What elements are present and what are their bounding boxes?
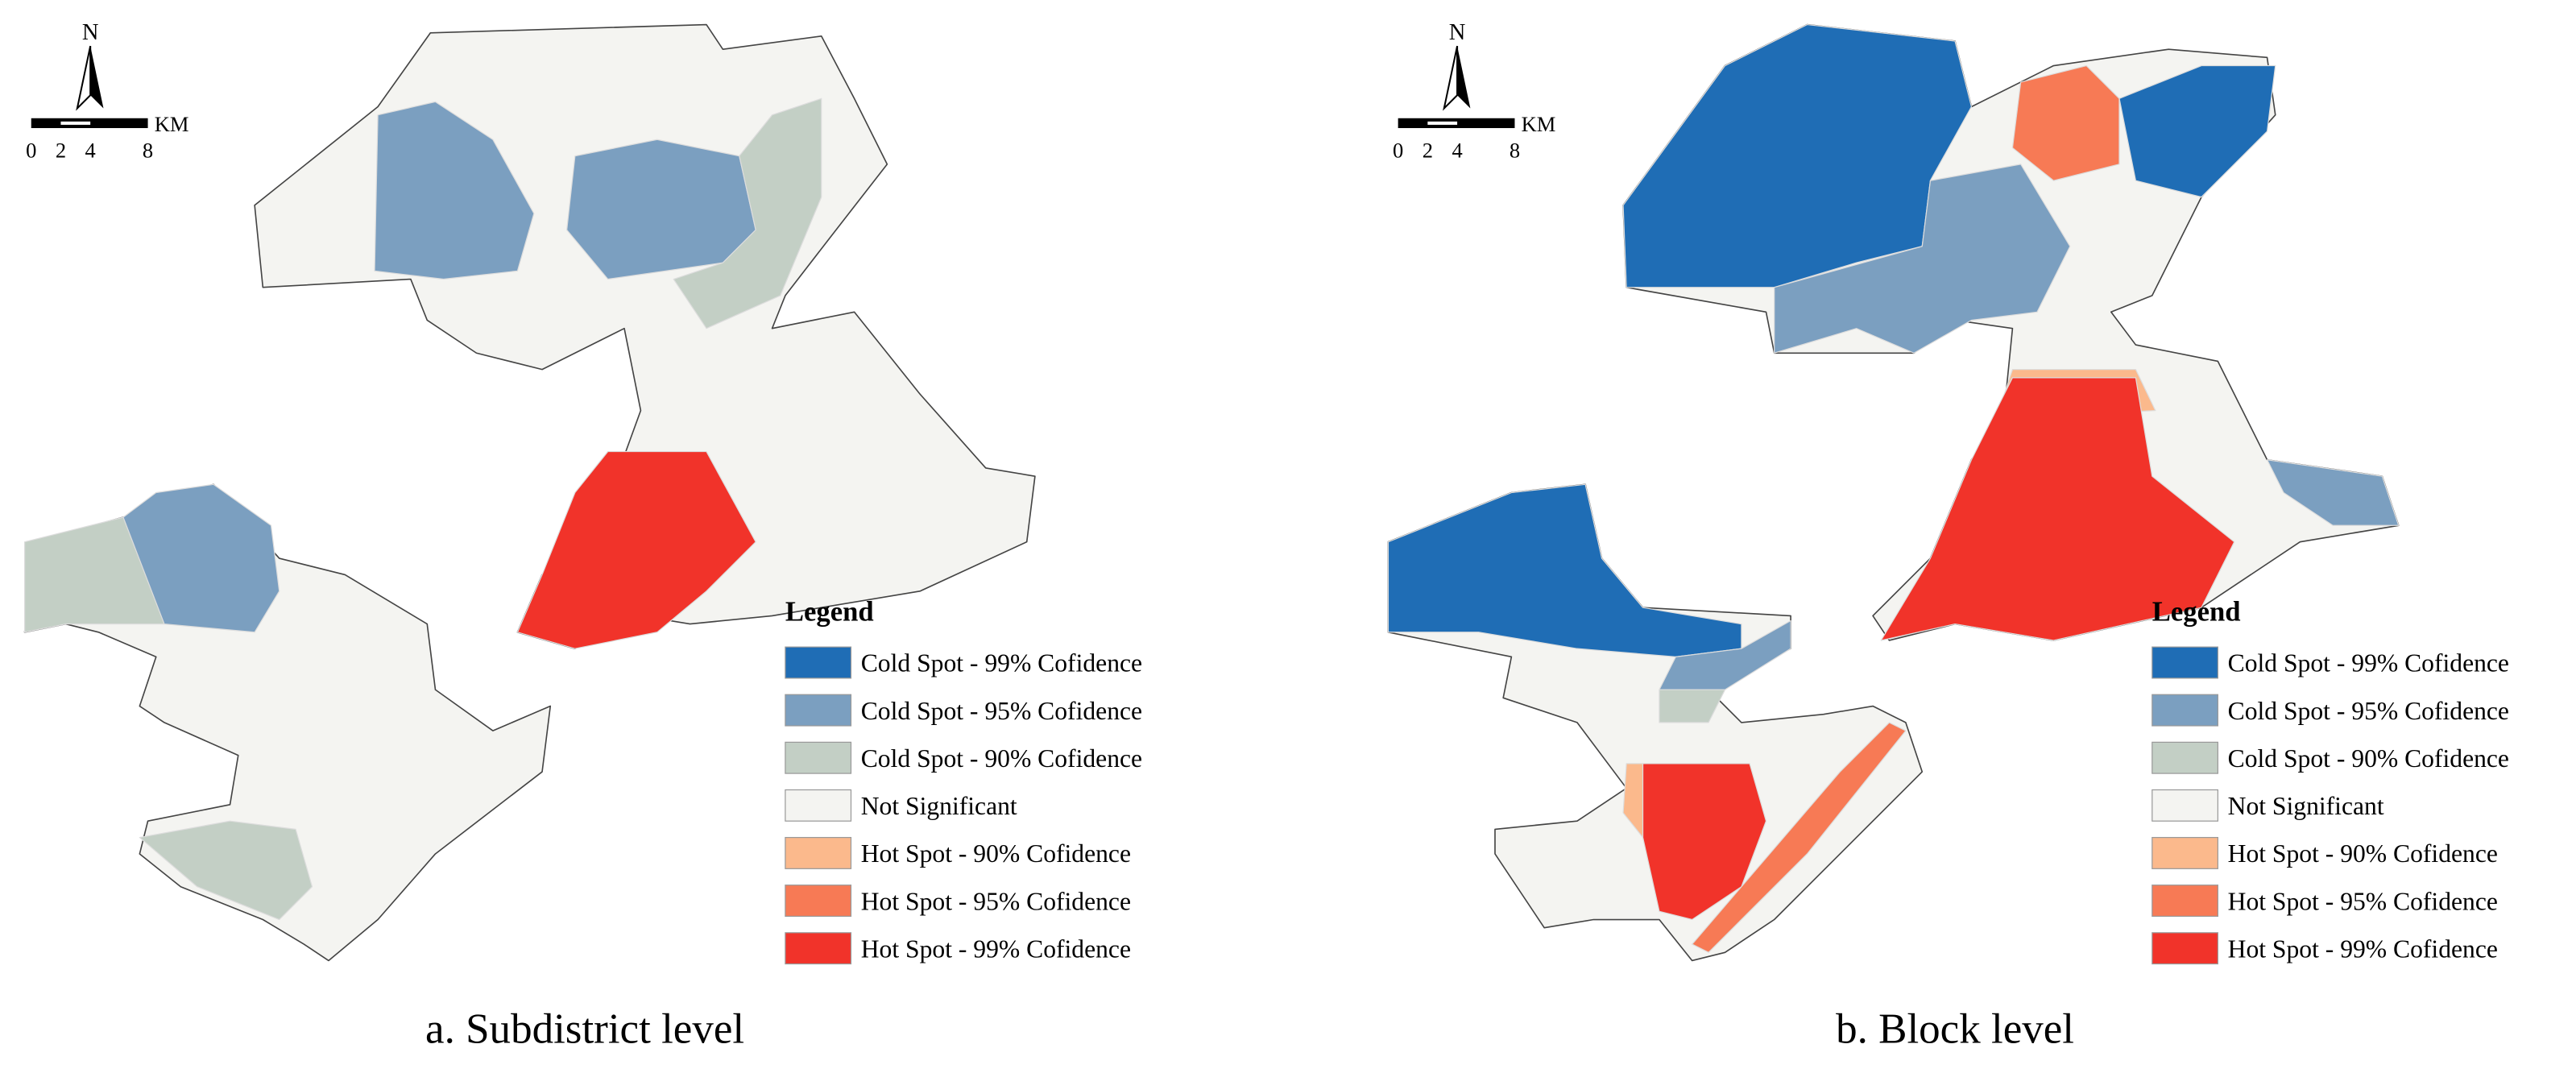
legend-swatch xyxy=(2151,646,2218,679)
region xyxy=(516,450,756,649)
region xyxy=(1387,483,1742,657)
scale-label: 0 xyxy=(26,139,36,163)
scale-bar xyxy=(1427,121,1458,125)
legend-label: Cold Spot - 99% Cofidence xyxy=(2228,649,2509,677)
region xyxy=(374,101,535,280)
north-arrow xyxy=(1457,46,1471,109)
legend-label: Cold Spot - 90% Cofidence xyxy=(2228,744,2509,773)
north-arrow xyxy=(90,46,104,109)
region xyxy=(1880,377,2235,641)
legend-swatch xyxy=(785,836,852,869)
map-subdistrict xyxy=(23,23,1036,962)
legend-swatch xyxy=(785,646,852,679)
legend-swatch xyxy=(2151,836,2218,869)
scale-label: 2 xyxy=(56,139,66,163)
legend-title: Legend xyxy=(785,597,874,628)
scale-unit: KM xyxy=(1522,112,1556,136)
legend-label: Hot Spot - 95% Cofidence xyxy=(861,887,1131,915)
legend-label: Not Significant xyxy=(2228,792,2384,820)
legend-swatch xyxy=(2151,789,2218,822)
legend-swatch xyxy=(785,789,852,822)
scale-label: 0 xyxy=(1393,139,1403,163)
region xyxy=(2011,64,2120,181)
scale-bar xyxy=(60,121,91,125)
north-label: N xyxy=(1449,20,1466,45)
region xyxy=(139,820,313,921)
legend-label: Hot Spot - 90% Cofidence xyxy=(2228,839,2498,868)
region xyxy=(1642,763,1767,921)
legend-label: Not Significant xyxy=(861,792,1017,820)
legend-swatch xyxy=(785,932,852,965)
legend-label: Cold Spot - 95% Cofidence xyxy=(861,697,1142,725)
legend-swatch xyxy=(2151,932,2218,965)
legend-label: Cold Spot - 95% Cofidence xyxy=(2228,697,2509,725)
scale-label: 8 xyxy=(143,139,153,163)
legend-swatch xyxy=(2151,885,2218,918)
scale-label: 4 xyxy=(85,139,96,163)
scale-label: 8 xyxy=(1510,139,1520,163)
legend-title: Legend xyxy=(2152,597,2241,628)
legend-label: Cold Spot - 99% Cofidence xyxy=(861,649,1142,677)
north-label: N xyxy=(82,20,99,45)
region xyxy=(1659,689,1726,723)
legend-label: Hot Spot - 99% Cofidence xyxy=(861,934,1131,963)
north-arrow xyxy=(1443,45,1459,111)
legend-swatch xyxy=(785,694,852,727)
legend-swatch xyxy=(2151,694,2218,727)
region xyxy=(1774,164,2071,354)
scale-label: 2 xyxy=(1423,139,1433,163)
map-block xyxy=(1387,23,2400,962)
legend-swatch xyxy=(785,741,852,774)
legend-label: Hot Spot - 99% Cofidence xyxy=(2228,934,2498,963)
caption: b. Block level xyxy=(1836,1005,2074,1052)
legend-swatch xyxy=(2151,741,2218,774)
legend-label: Cold Spot - 90% Cofidence xyxy=(861,744,1142,773)
region xyxy=(1692,722,1907,953)
legend-label: Hot Spot - 90% Cofidence xyxy=(861,839,1131,868)
caption: a. Subdistrict level xyxy=(425,1005,744,1052)
legend-label: Hot Spot - 95% Cofidence xyxy=(2228,887,2498,915)
region xyxy=(2266,459,2400,526)
region xyxy=(2118,64,2276,198)
region xyxy=(23,516,165,633)
scale-label: 4 xyxy=(1452,139,1462,163)
north-arrow xyxy=(76,45,92,111)
scale-unit: KM xyxy=(155,112,189,136)
legend-swatch xyxy=(785,885,852,918)
region xyxy=(673,97,822,329)
